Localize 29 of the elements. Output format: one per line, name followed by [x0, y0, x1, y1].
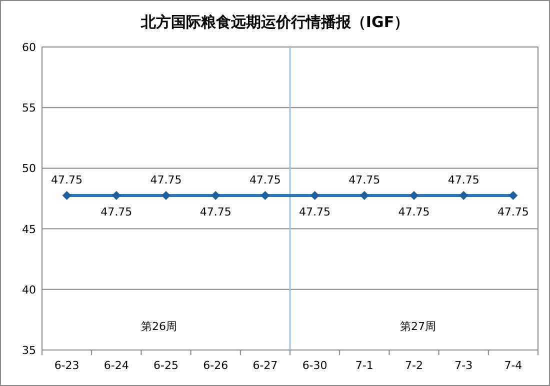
x-tick-label: 7-2 — [405, 359, 423, 372]
data-label: 47.75 — [348, 173, 380, 186]
data-label: 47.75 — [299, 205, 331, 218]
data-label: 47.75 — [249, 173, 281, 186]
data-label: 47.75 — [497, 205, 529, 218]
x-tick-label: 6-25 — [154, 359, 178, 372]
x-tick-label: 7-4 — [504, 359, 522, 372]
annotation: 第26周 — [141, 320, 177, 333]
x-tick-label: 6-26 — [203, 359, 228, 372]
x-tick-label: 7-3 — [454, 359, 473, 372]
x-tick-label: 6-27 — [252, 359, 278, 372]
x-tick-label: 7-1 — [355, 359, 374, 372]
y-tick-label: 40 — [22, 283, 36, 296]
x-tick-label: 6-23 — [54, 359, 80, 372]
chart-title: 北方国际粮食远期运价行情播报（IGF） — [140, 13, 410, 31]
y-tick-label: 35 — [22, 344, 36, 357]
y-tick-label: 55 — [22, 102, 36, 115]
data-label: 47.75 — [150, 173, 182, 186]
y-tick-label: 45 — [22, 222, 36, 236]
data-label: 47.75 — [398, 205, 430, 218]
x-tick-label: 6-30 — [302, 359, 328, 372]
y-tick-label: 60 — [22, 41, 36, 54]
data-label: 47.75 — [100, 205, 132, 218]
data-label: 47.75 — [200, 205, 232, 218]
annotation: 第27周 — [400, 320, 436, 333]
data-label: 47.75 — [448, 173, 480, 186]
y-tick-label: 50 — [22, 162, 36, 176]
data-label: 47.75 — [51, 173, 83, 186]
x-tick-label: 6-24 — [104, 359, 129, 372]
